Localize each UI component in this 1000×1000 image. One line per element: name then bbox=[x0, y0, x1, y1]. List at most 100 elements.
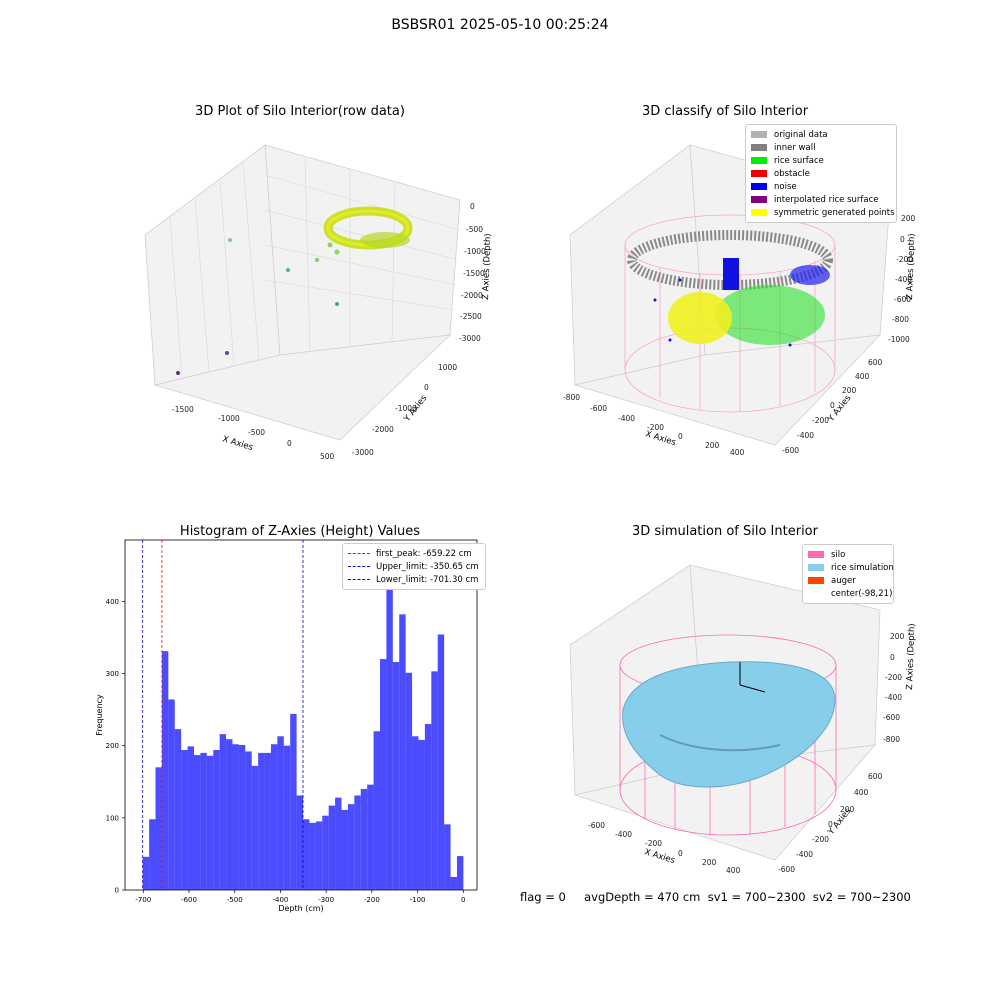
raw-3d-plot: -1500 -1000 -500 0 500 X Axies 1000 0 -1… bbox=[144, 144, 493, 461]
histogram-bar bbox=[424, 724, 432, 890]
histogram-bar bbox=[161, 651, 169, 890]
histogram-bar bbox=[270, 744, 278, 890]
simulation-rice-surface bbox=[622, 661, 836, 788]
histogram-bar bbox=[200, 752, 207, 890]
raw-ytick: -1000 bbox=[395, 404, 417, 413]
histogram-bar bbox=[444, 824, 451, 890]
histogram-legend: first_peak: -659.22 cm Upper_limit: -350… bbox=[342, 543, 486, 590]
figure-suptitle: BSBSR01 2025-05-10 00:25:24 bbox=[391, 17, 609, 33]
histogram-bar bbox=[194, 755, 201, 890]
histogram-bar bbox=[341, 809, 348, 890]
classify-ztick: 0 bbox=[900, 235, 905, 244]
histogram-xtick-label: -400 bbox=[272, 896, 288, 904]
simulation-plot-title: 3D simulation of Silo Interior bbox=[632, 524, 818, 539]
classify-xticks: -800 -600 -400 -200 0 200 400 bbox=[563, 393, 745, 457]
classify-ytick: -600 bbox=[782, 446, 799, 455]
simulation-ytick: 200 bbox=[840, 805, 855, 814]
classify-ytick: 0 bbox=[830, 401, 835, 410]
simulation-ztick: -600 bbox=[883, 713, 900, 722]
classify-ytick: 400 bbox=[855, 372, 870, 381]
legend-item-auger: auger bbox=[808, 574, 888, 587]
histogram-bar bbox=[290, 713, 297, 890]
raw-ytick: -3000 bbox=[352, 448, 374, 457]
legend-item-noise: noise bbox=[751, 180, 891, 193]
histogram-xtick-label: 0 bbox=[461, 896, 465, 904]
raw-3d-grid bbox=[169, 156, 461, 379]
raw-3d-xticks: -1500 -1000 -500 0 500 bbox=[172, 405, 335, 461]
classify-ztick: -800 bbox=[892, 315, 909, 324]
raw-xlabel: X Axies bbox=[221, 434, 254, 453]
histogram-bar bbox=[450, 877, 457, 890]
histogram-bar bbox=[232, 744, 239, 890]
classify-ytick: 200 bbox=[842, 386, 857, 395]
legend-line bbox=[348, 553, 370, 554]
legend-item-upper-limit: Upper_limit: -350.65 cm bbox=[348, 560, 480, 573]
classify-ztick: -200 bbox=[896, 255, 913, 264]
legend-swatch bbox=[808, 564, 824, 571]
raw-zlabel: Z Axies (Depth) bbox=[481, 233, 493, 300]
legend-swatch bbox=[751, 144, 767, 151]
histogram-xtick-label: -300 bbox=[318, 896, 334, 904]
raw-ztick: 0 bbox=[470, 202, 475, 211]
raw-ztick: -3000 bbox=[459, 334, 481, 343]
histogram-bar bbox=[213, 750, 220, 890]
classify-xtick: 400 bbox=[730, 448, 745, 457]
raw-plot-title: 3D Plot of Silo Interior(row data) bbox=[195, 104, 405, 119]
simulation-ytick: 0 bbox=[828, 820, 833, 829]
simulation-legend: silo rice simulation auger center(-98,21… bbox=[802, 544, 894, 604]
histogram-bar bbox=[347, 804, 355, 890]
legend-swatch bbox=[808, 551, 824, 558]
classify-3d-plot: -800 -600 -400 -200 0 200 400 X Axies 60… bbox=[563, 144, 917, 457]
classify-xtick: 0 bbox=[678, 432, 683, 441]
raw-3d-yticks: 1000 0 -1000 -2000 -3000 bbox=[352, 363, 457, 457]
raw-xtick: -1500 bbox=[172, 405, 194, 414]
histogram-bar bbox=[277, 736, 284, 890]
legend-swatch bbox=[751, 183, 767, 190]
raw-3d-points bbox=[176, 206, 413, 375]
histogram-bar bbox=[399, 614, 406, 890]
classify-ytick: -400 bbox=[797, 431, 814, 440]
legend-item-rice-surface: rice surface bbox=[751, 154, 891, 167]
legend-swatch bbox=[751, 196, 767, 203]
histogram-bar bbox=[149, 819, 156, 890]
legend-item-obstacle: obstacle bbox=[751, 167, 891, 180]
histogram-xtick-label: -500 bbox=[227, 896, 243, 904]
legend-item-center: center(-98,21) bbox=[808, 587, 892, 600]
legend-swatch bbox=[751, 170, 767, 177]
raw-xtick: -500 bbox=[248, 428, 265, 437]
classify-ytick: -200 bbox=[812, 416, 829, 425]
simulation-xtick: -600 bbox=[588, 821, 605, 830]
simulation-xtick: 0 bbox=[678, 849, 683, 858]
classify-xtick: -800 bbox=[563, 393, 580, 402]
histogram-bar bbox=[155, 767, 162, 890]
simulation-ztick: -800 bbox=[883, 735, 900, 744]
histogram-bar bbox=[238, 744, 246, 890]
simulation-yticks: 600 400 200 0 -200 -400 -600 bbox=[778, 772, 883, 874]
histogram-bar bbox=[386, 558, 393, 890]
simulation-ytick: -600 bbox=[778, 865, 795, 874]
histogram-xlabel: Depth (cm) bbox=[278, 904, 323, 913]
classify-xlabel: X Axies bbox=[644, 429, 677, 448]
classify-zlabel: Z Axies (Depth) bbox=[905, 233, 917, 300]
histogram-bar bbox=[206, 755, 214, 890]
histogram-bar bbox=[264, 752, 271, 890]
legend-swatch bbox=[751, 131, 767, 138]
raw-ztick: -2000 bbox=[461, 291, 483, 300]
histogram-bar bbox=[322, 815, 329, 890]
classify-yticks: 600 400 200 0 -200 -400 -600 bbox=[782, 358, 883, 455]
histogram-bar bbox=[379, 659, 387, 890]
legend-line bbox=[348, 566, 370, 567]
histogram-reference-lines bbox=[142, 540, 304, 890]
histogram-ytick-label: 0 bbox=[115, 887, 119, 895]
legend-swatch bbox=[751, 209, 767, 216]
histogram-title: Histogram of Z-Axies (Height) Values bbox=[179, 524, 421, 539]
legend-item-rice-simulation: rice simulation bbox=[808, 561, 894, 574]
histogram-bar bbox=[335, 797, 342, 890]
classify-ztick: -600 bbox=[894, 295, 911, 304]
histogram-ytick-label: 300 bbox=[106, 670, 119, 678]
raw-3d-zticks: 0 -500 -1000 -1500 -2000 -2500 -3000 bbox=[459, 202, 486, 343]
histogram-bar bbox=[303, 819, 310, 890]
legend-item-symmetric-generated-points: symmetric generated points bbox=[751, 206, 895, 219]
simulation-3d-plot: -600 -400 -200 0 200 400 X Axies 600 400… bbox=[569, 564, 917, 875]
histogram-bar bbox=[367, 784, 374, 890]
